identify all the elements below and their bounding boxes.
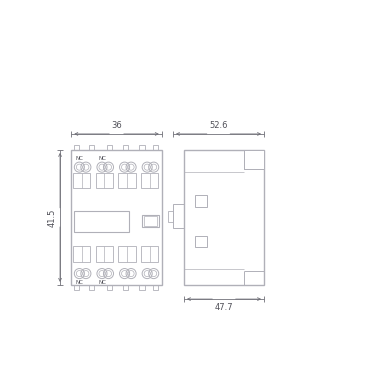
Bar xyxy=(73,246,90,262)
Bar xyxy=(141,173,158,189)
Bar xyxy=(71,150,162,285)
Bar xyxy=(89,285,94,290)
Bar xyxy=(144,216,157,226)
Bar xyxy=(118,246,136,262)
Bar xyxy=(74,285,79,290)
Bar xyxy=(107,145,112,150)
Bar xyxy=(153,145,158,150)
Bar xyxy=(153,285,158,290)
Bar xyxy=(168,211,173,221)
Bar xyxy=(244,150,264,169)
Bar xyxy=(74,211,129,231)
Bar xyxy=(74,145,79,150)
Bar xyxy=(142,215,159,228)
Text: NC: NC xyxy=(98,156,106,161)
Bar xyxy=(107,285,112,290)
Bar xyxy=(139,285,144,290)
Text: 41.5: 41.5 xyxy=(47,208,57,227)
Bar xyxy=(244,150,264,169)
Bar xyxy=(89,145,94,150)
Text: NC: NC xyxy=(98,280,106,285)
Bar xyxy=(118,173,136,189)
Bar xyxy=(195,195,206,207)
Bar xyxy=(96,173,113,189)
Bar xyxy=(123,285,128,290)
Bar xyxy=(195,236,206,247)
Bar xyxy=(123,145,128,150)
Text: 47.7: 47.7 xyxy=(215,303,233,311)
Text: NC: NC xyxy=(75,280,83,285)
Bar xyxy=(139,145,144,150)
Bar xyxy=(173,204,184,228)
Bar xyxy=(96,246,113,262)
Text: NC: NC xyxy=(75,156,83,161)
Bar xyxy=(73,173,90,189)
Bar xyxy=(184,150,264,285)
Text: 36: 36 xyxy=(111,121,122,131)
Text: 52.6: 52.6 xyxy=(209,121,228,131)
Bar xyxy=(141,246,158,262)
